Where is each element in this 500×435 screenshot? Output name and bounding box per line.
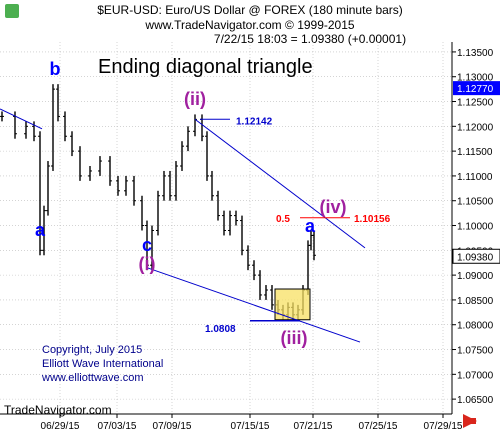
lower-trendline: [146, 267, 361, 343]
x-tick-label: 07/03/15: [98, 421, 137, 432]
y-tick-label: 1.06500: [457, 395, 494, 406]
footer-source: TradeNavigator.com: [4, 403, 112, 417]
x-tick-label: 07/29/15: [424, 421, 463, 432]
x-tick-label: 07/21/15: [294, 421, 333, 432]
wave-iii-highlight-box: [274, 288, 311, 321]
current-price-box: [453, 81, 500, 96]
x-tick-label: 07/09/15: [153, 421, 192, 432]
y-tick-label: 1.10000: [457, 222, 494, 233]
last-price-label: 1.09380: [457, 252, 494, 263]
y-tick-label: 1.08000: [457, 321, 494, 332]
wave-label: (iii): [281, 328, 308, 348]
level-label-10808: 1.0808: [205, 324, 236, 335]
y-tick-label: 1.13000: [457, 73, 494, 84]
level-label-112142: 1.12142: [236, 116, 273, 127]
x-tick-label: 07/15/15: [231, 421, 270, 432]
last-price-box: [452, 248, 500, 264]
y-tick-label: 1.09000: [457, 271, 494, 282]
prior-trendline: [0, 108, 43, 130]
wave-label: c: [142, 235, 152, 255]
x-tick-label: 06/29/15: [41, 421, 80, 432]
chart-title: Ending diagonal triangle: [98, 56, 313, 78]
y-tick-label: 1.08500: [457, 296, 494, 307]
y-tick-label: 1.12500: [457, 98, 494, 109]
copyright-line-1: Copyright, July 2015: [42, 344, 143, 356]
copyright-line-3: www.elliottwave.com: [42, 372, 144, 384]
fib-price-label: 1.10156: [354, 214, 391, 225]
current-price-label: 1.12770: [457, 84, 494, 95]
wave-label: (i): [139, 254, 156, 274]
chart-header-quote: 7/22/15 18:03 = 1.09380 (+0.00001): [213, 32, 407, 46]
chart-header-symbol: $EUR-USD: Euro/US Dollar @ FOREX (180 mi…: [97, 3, 403, 17]
wave-label: (ii): [184, 89, 206, 109]
x-tick-label: 07/25/15: [359, 421, 398, 432]
y-tick-label: 1.07500: [457, 346, 494, 357]
wave-label: a: [35, 220, 46, 240]
copyright-line-2: Elliott Wave International: [42, 358, 164, 370]
wave-label: b: [50, 59, 61, 79]
y-tick-label: 1.07000: [457, 370, 494, 381]
fib-ratio-label: 0.5: [276, 214, 290, 225]
y-tick-label: 1.11000: [457, 172, 493, 183]
y-tick-label: 1.10500: [457, 197, 494, 208]
chart-menu-icon[interactable]: [5, 4, 19, 18]
wave-label: a: [305, 216, 316, 236]
wave-label: (iv): [320, 197, 347, 217]
upper-trendline: [194, 118, 366, 249]
y-tick-label: 1.12000: [457, 122, 494, 133]
y-tick-label: 1.13500: [457, 48, 494, 59]
chart-header-source: www.TradeNavigator.com © 1999-2015: [145, 18, 355, 32]
scroll-right-bar[interactable]: [466, 418, 476, 424]
y-tick-label: 1.11500: [457, 147, 493, 158]
